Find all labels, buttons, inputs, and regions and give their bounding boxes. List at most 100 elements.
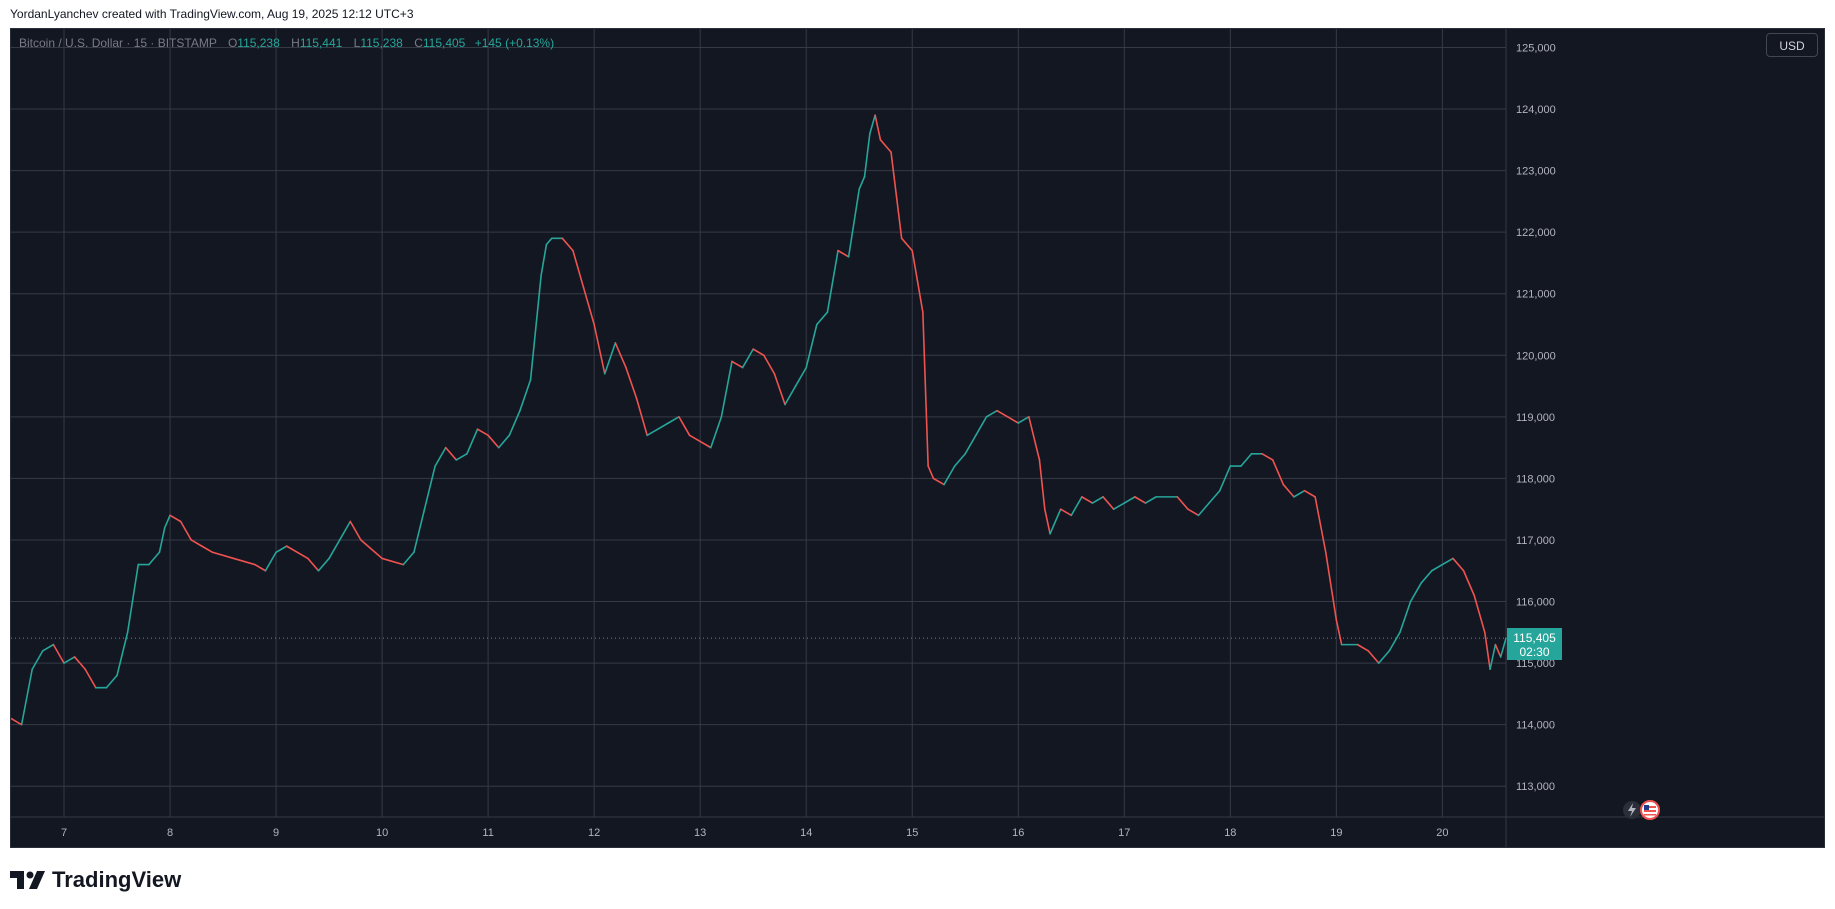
y-tick-label: 123,000 — [1516, 166, 1556, 178]
price-segment — [179, 520, 193, 541]
y-tick-label: 121,000 — [1516, 289, 1556, 301]
price-segment — [953, 452, 967, 467]
price-segment — [975, 416, 988, 437]
price-segment — [476, 428, 489, 437]
price-segment — [529, 274, 542, 381]
us-flag-icon[interactable] — [1640, 800, 1660, 820]
price-segment — [646, 428, 659, 437]
price-segment — [1240, 452, 1253, 467]
price-segment — [1494, 643, 1502, 658]
price-segment — [625, 366, 638, 400]
price-segment — [1197, 502, 1210, 517]
price-segment — [1303, 489, 1316, 498]
price-segment — [1006, 416, 1020, 424]
price-segment — [1324, 551, 1338, 621]
lightning-icon[interactable] — [1623, 801, 1641, 819]
price-segment — [434, 446, 447, 467]
price-segment — [826, 249, 839, 313]
ohlc-legend: Bitcoin / U.S. Dollar · 15 · BITSTAMP O1… — [19, 36, 554, 50]
price-segment — [572, 249, 585, 289]
price-segment — [497, 434, 511, 449]
price-segment — [603, 342, 617, 375]
x-tick-label: 20 — [1436, 827, 1448, 839]
symbol-label[interactable]: Bitcoin / U.S. Dollar · 15 · BITSTAMP — [19, 36, 217, 50]
price-segment — [720, 360, 733, 418]
y-tick-label: 117,000 — [1516, 535, 1555, 547]
price-segment — [275, 545, 288, 554]
y-tick-label: 118,000 — [1516, 473, 1555, 485]
price-segment — [1282, 483, 1295, 498]
price-segment — [858, 175, 866, 190]
open-value: 115,238 — [237, 36, 280, 50]
attribution-bar: YordanLyanchev created with TradingView.… — [0, 0, 1835, 28]
price-segment — [1070, 496, 1083, 517]
price-segment — [307, 557, 320, 572]
price-segment — [413, 508, 426, 554]
price-segment — [126, 563, 140, 634]
x-tick-label: 15 — [906, 827, 918, 839]
price-segment — [1028, 416, 1041, 461]
price-segment — [1176, 496, 1189, 510]
price-segment — [1367, 649, 1380, 664]
low-label: L — [353, 36, 361, 50]
price-segment — [922, 311, 929, 467]
price-segment — [1261, 452, 1274, 461]
price-segment — [1489, 643, 1497, 671]
price-segment — [201, 545, 214, 554]
price-segment — [879, 139, 892, 153]
price-segment — [540, 243, 548, 277]
price-segment — [688, 434, 701, 443]
price-segment — [1293, 489, 1306, 498]
price-segment — [317, 557, 330, 572]
price-segment — [1017, 416, 1030, 424]
price-segment — [158, 526, 166, 554]
price-segment — [455, 452, 468, 461]
price-chart[interactable]: 113,000 114,000 115,000 116,000 117,000 118,0… — [11, 29, 1824, 847]
price-segment — [423, 465, 436, 510]
price-segment — [943, 465, 956, 486]
price-segment — [84, 668, 97, 689]
price-segment — [31, 649, 44, 671]
price-segment — [752, 348, 765, 357]
event-badges[interactable] — [1621, 799, 1671, 821]
price-segment — [466, 428, 479, 455]
y-tick-label: 124,000 — [1516, 104, 1556, 116]
price-segment — [1420, 569, 1433, 584]
price-segment — [1335, 619, 1343, 646]
price-segment — [1038, 459, 1046, 510]
price-segment — [784, 385, 797, 406]
price-segment — [20, 668, 34, 726]
price-segment — [667, 416, 680, 424]
price-segment — [1441, 557, 1454, 566]
attribution-text: YordanLyanchev created with TradingView.… — [10, 7, 414, 21]
price-segment — [444, 446, 458, 461]
price-segment — [1356, 643, 1369, 652]
price-segment — [895, 194, 903, 240]
price-segment — [360, 539, 383, 560]
price-segment — [709, 416, 723, 449]
price-segment — [1187, 508, 1200, 517]
currency-button[interactable]: USD — [1766, 33, 1818, 57]
price-segment — [763, 354, 776, 375]
price-segment — [593, 323, 606, 375]
price-segment — [1144, 496, 1157, 504]
price-segment — [874, 114, 882, 141]
close-label: C — [414, 36, 423, 50]
x-tick-label: 7 — [61, 827, 67, 839]
price-segment — [11, 717, 23, 726]
countdown-timer: 02:30 — [1519, 645, 1550, 660]
y-tick-label: 113,000 — [1516, 781, 1555, 793]
trading-view-logo-icon — [10, 871, 45, 889]
last-price-value: 115,405 — [1513, 631, 1556, 646]
y-tick-label: 120,000 — [1516, 350, 1556, 362]
price-segment — [402, 551, 415, 566]
open-label: O — [227, 36, 238, 50]
high-label: H — [291, 36, 300, 50]
x-tick-label: 12 — [588, 827, 600, 839]
x-tick-label: 17 — [1118, 827, 1130, 839]
price-segment — [1473, 594, 1486, 634]
chart-panel[interactable]: 113,000 114,000 115,000 116,000 117,000 118,0… — [10, 28, 1825, 848]
footer-brand[interactable]: TradingView — [10, 866, 181, 894]
price-segment — [1218, 465, 1232, 492]
price-segment — [52, 643, 65, 664]
